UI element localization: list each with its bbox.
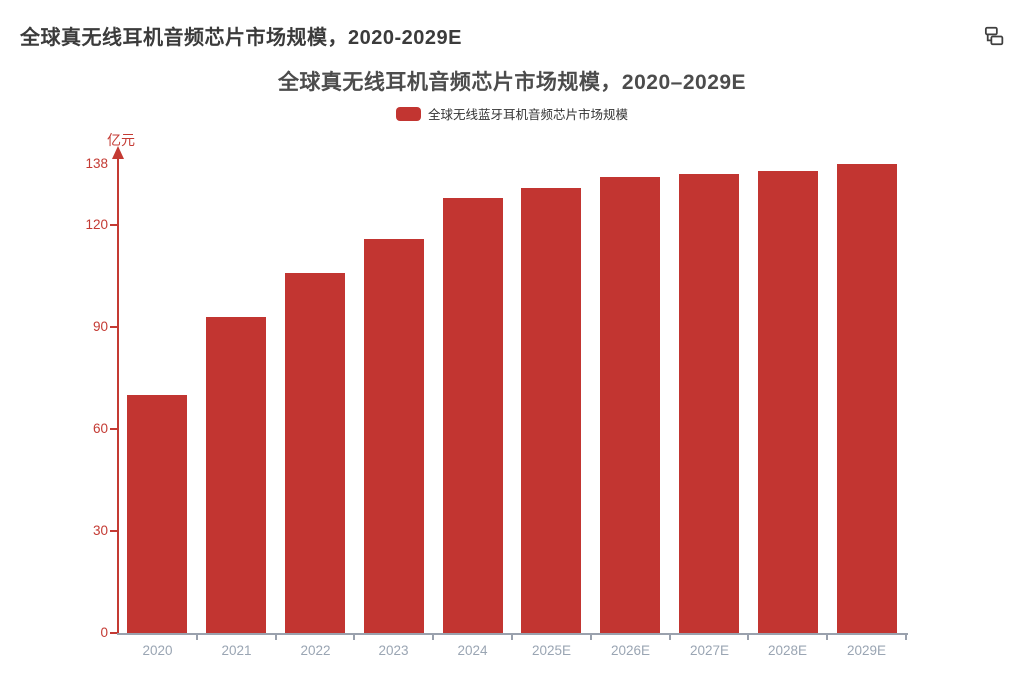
y-axis-tick [110, 530, 117, 532]
legend-swatch [395, 106, 421, 121]
x-axis-label-2029E: 2029E [846, 643, 887, 658]
x-axis-tick [353, 635, 355, 640]
bar-2028E [758, 171, 818, 633]
legend-item[interactable]: 全球无线蓝牙耳机音频芯片市场规模 [0, 104, 1024, 123]
bar-2024 [443, 198, 503, 633]
bar-2025E [521, 188, 581, 633]
bar-2021 [206, 317, 266, 633]
y-axis-tick-label: 0 [100, 625, 108, 640]
x-axis-label-2022: 2022 [300, 643, 331, 658]
linked-nodes-icon[interactable] [982, 25, 1004, 47]
legend-label: 全球无线蓝牙耳机音频芯片市场规模 [427, 108, 628, 122]
y-axis-tick-label: 138 [85, 155, 108, 171]
x-axis-tick [511, 635, 513, 640]
x-axis-tick [905, 635, 907, 640]
x-axis-line [117, 633, 908, 635]
y-axis-tick [110, 326, 117, 328]
x-axis-tick [747, 635, 749, 640]
x-axis-label-2028E: 2028E [767, 643, 808, 658]
y-axis-tick-label: 60 [92, 421, 108, 436]
bar-2023 [364, 239, 424, 633]
x-axis-tick [275, 635, 277, 640]
y-axis-tick [110, 224, 117, 226]
y-axis-unit-label: 亿元 [107, 132, 135, 148]
y-axis-tick-label: 120 [85, 217, 108, 232]
y-axis-tick-label: 30 [92, 523, 108, 538]
bar-2022 [285, 273, 345, 633]
x-axis-label-2024: 2024 [457, 643, 488, 658]
bar-2029E [837, 164, 897, 633]
bar-2026E [600, 177, 660, 633]
page-title: 全球真无线耳机音频芯片市场规模，2020-2029E [20, 27, 462, 49]
x-axis-tick [196, 635, 198, 640]
x-axis-label-2023: 2023 [378, 643, 409, 658]
x-axis-label-2026E: 2026E [610, 643, 651, 658]
x-axis-label-2021: 2021 [221, 643, 252, 658]
chart-title: 全球真无线耳机音频芯片市场规模，2020–2029E [277, 71, 747, 94]
y-axis-arrow [112, 146, 124, 159]
y-axis-line [117, 156, 119, 635]
bar-2027E [679, 174, 739, 633]
y-axis-tick [110, 632, 117, 634]
x-axis-tick [432, 635, 434, 640]
x-axis-label-2020: 2020 [142, 643, 173, 658]
y-axis-tick-label: 90 [92, 319, 108, 334]
x-axis-label-2025E: 2025E [531, 643, 572, 658]
y-axis-tick [110, 428, 117, 430]
x-axis-tick [669, 635, 671, 640]
x-axis-tick [826, 635, 828, 640]
bar-2020 [127, 395, 187, 633]
x-axis-tick [590, 635, 592, 640]
x-axis-label-2027E: 2027E [689, 643, 730, 658]
